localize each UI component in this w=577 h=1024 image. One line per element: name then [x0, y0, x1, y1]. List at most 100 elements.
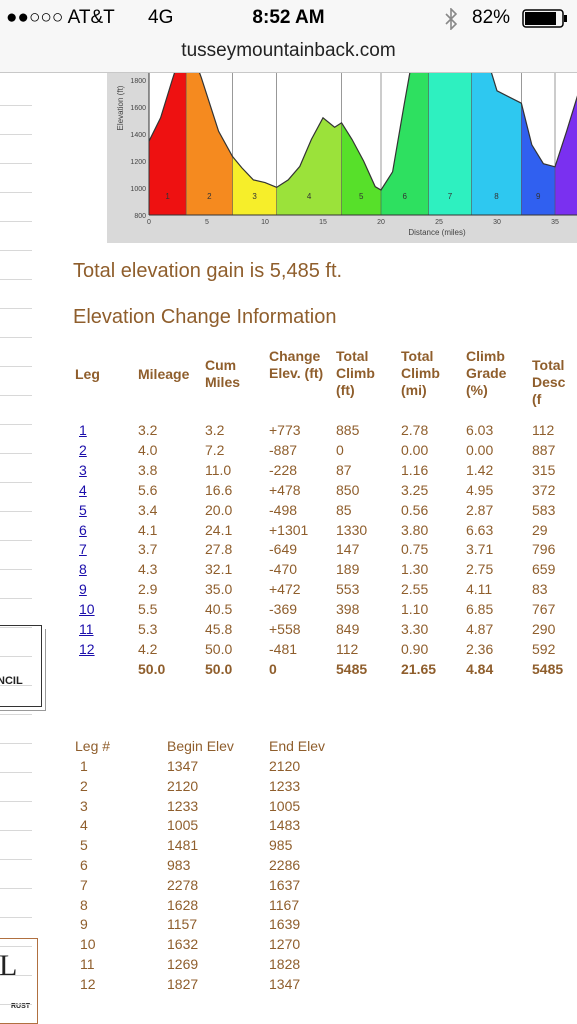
elev-cell: 1157 — [167, 916, 198, 933]
table-cell: -887 — [269, 441, 298, 458]
table-cell: 0.00 — [401, 441, 429, 458]
leg-link[interactable]: 11 — [79, 621, 94, 637]
table-cell: 45.8 — [205, 621, 233, 637]
leg-link[interactable]: 9 — [79, 581, 87, 598]
table-cell: 2.55 — [401, 581, 429, 598]
y-tick-label: 1800 — [130, 78, 146, 85]
network: 4G — [148, 7, 174, 28]
table-cell: 3.25 — [401, 481, 429, 498]
table-cell: 189 — [336, 561, 360, 578]
table-cell: 767 — [532, 601, 556, 618]
sidebar-line — [0, 308, 32, 309]
y-tick-label: 1400 — [130, 132, 146, 139]
url[interactable]: tusseymountainback.com — [181, 40, 396, 61]
table-cell: 2.9 — [138, 581, 158, 598]
table-cell: 6.63 — [466, 521, 494, 538]
elev-cell: 1628 — [167, 896, 199, 913]
leg-link[interactable]: 10 — [79, 601, 95, 618]
table-cell: 1.42 — [466, 461, 494, 478]
table-cell: 849 — [336, 621, 360, 637]
elev-cell: 1637 — [269, 876, 301, 893]
table-cell: -369 — [269, 601, 298, 618]
table-cell: 147 — [336, 541, 360, 558]
leg-label: 3 — [252, 192, 257, 201]
y-tick-label: 1600 — [130, 105, 146, 112]
elev-cell: 2120 — [269, 758, 301, 774]
leg-link[interactable]: 7 — [79, 541, 87, 558]
table-cell: 27.8 — [205, 541, 233, 558]
table-header: Climb Grade (%) — [466, 348, 507, 398]
table-cell: +478 — [269, 481, 301, 498]
table-cell: 1.16 — [401, 461, 429, 478]
table-cell: 1.10 — [401, 601, 429, 618]
table-cell: 7.2 — [205, 441, 225, 458]
table-cell: 40.5 — [205, 601, 233, 618]
y-tick-label: 800 — [134, 213, 146, 220]
leg-link[interactable]: 4 — [79, 481, 87, 498]
leg-label: 6 — [403, 192, 408, 201]
leg-link[interactable]: 2 — [79, 441, 87, 458]
table-cell: 32.1 — [205, 561, 233, 578]
x-tick-label: 15 — [319, 219, 327, 226]
y-tick-label: 1000 — [130, 186, 146, 193]
elev-cell: 2286 — [269, 857, 301, 873]
leg-link[interactable]: 8 — [79, 561, 87, 578]
elev-cell: 8 — [80, 896, 88, 913]
elev-cell: 983 — [167, 857, 191, 873]
table-cell: 2.75 — [466, 561, 494, 578]
sidebar-line — [0, 830, 32, 831]
sidebar-line — [0, 192, 32, 193]
elev-cell: 5 — [80, 837, 88, 854]
table-cell: +773 — [269, 422, 301, 438]
table-total: 5485 — [532, 660, 564, 677]
sidebar-line — [0, 540, 32, 541]
table-cell: 398 — [336, 601, 360, 618]
table-cell: -228 — [269, 461, 298, 478]
sidebar-small-text: RUST — [11, 1003, 31, 1010]
table-cell: 2.87 — [466, 501, 494, 518]
sidebar-line — [0, 424, 32, 425]
table-cell: +1301 — [269, 521, 309, 538]
table-cell: -649 — [269, 541, 298, 558]
sidebar-line — [0, 888, 32, 889]
elev-cell: 2 — [80, 777, 88, 794]
bluetooth-icon — [445, 8, 458, 30]
table-cell: 4.3 — [138, 561, 158, 578]
leg-link[interactable]: 1 — [79, 422, 87, 438]
table-header: Mileage — [138, 366, 190, 382]
table-header: Total Desc (f — [532, 357, 566, 407]
x-tick-label: 20 — [377, 219, 385, 226]
table-cell: 20.0 — [205, 501, 233, 518]
sidebar-line — [0, 859, 32, 860]
table-cell: 372 — [532, 481, 556, 498]
leg-label: 1 — [165, 192, 170, 201]
elev-cell: 1233 — [269, 777, 301, 794]
sidebar-line — [0, 221, 32, 222]
sidebar-text: NCIL — [0, 675, 23, 687]
table-cell: -470 — [269, 561, 298, 578]
table-header: Change Elev. (ft) — [269, 348, 324, 381]
leg-link[interactable]: 3 — [79, 461, 87, 478]
table-cell: 3.2 — [205, 422, 225, 438]
table-cell: 315 — [532, 461, 556, 478]
sidebar-line — [0, 337, 32, 338]
table-cell: 35.0 — [205, 581, 233, 598]
elev-cell: 2120 — [167, 777, 199, 794]
table-cell: 2.78 — [401, 422, 429, 438]
elev-cell: 1167 — [269, 896, 300, 913]
elev-cell: 1 — [80, 758, 88, 774]
table-total: 50.0 — [138, 660, 166, 677]
sidebar-line — [0, 366, 32, 367]
sidebar-line — [0, 772, 32, 773]
leg-link[interactable]: 12 — [79, 640, 95, 657]
elev-header: End Elev — [269, 738, 326, 754]
table-cell: 0.90 — [401, 640, 429, 657]
carrier: ●●○○○ AT&T — [6, 7, 115, 28]
sidebar-line — [0, 1004, 32, 1005]
table-cell: 3.7 — [138, 541, 158, 558]
elev-cell: 1347 — [167, 758, 199, 774]
leg-link[interactable]: 5 — [79, 501, 87, 518]
leg-link[interactable]: 6 — [79, 521, 87, 538]
